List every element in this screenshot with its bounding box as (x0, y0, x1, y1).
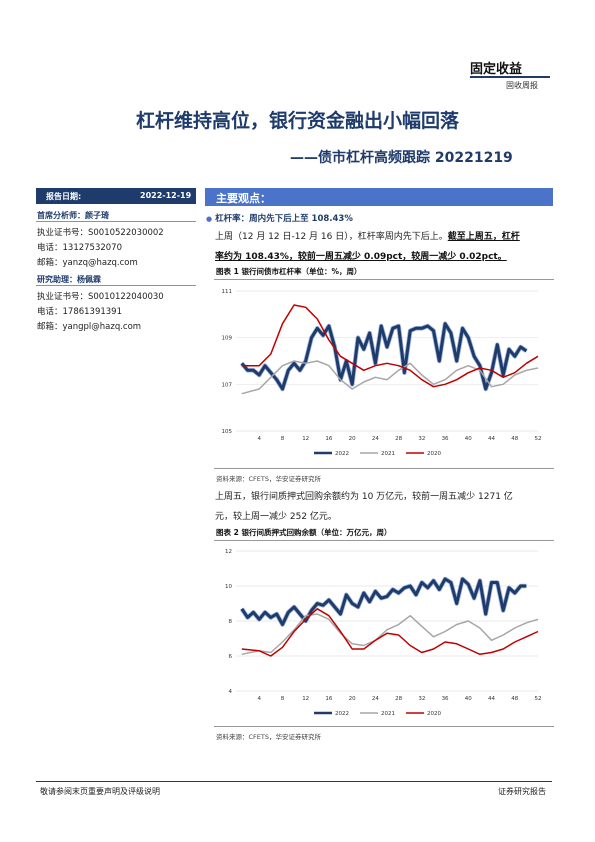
analyst-email: 邮箱：yanzq@hazq.com (37, 258, 138, 268)
paragraph-leverage-plain: 上周（12 月 12 日-12 月 16 日），杠杆率周内先下后上。 (215, 232, 448, 242)
x-tick-label: 20 (349, 436, 356, 442)
report-subtitle: ——债市杠杆高频跟踪 20221219 (290, 150, 513, 166)
key-point-text: 杠杆率：周内先下后上至 108.43% (215, 214, 353, 224)
report-date-bar: 报告日期: 2022-12-19 (36, 188, 196, 204)
figure1-rule (214, 279, 554, 280)
x-tick-label: 48 (511, 436, 518, 442)
sidebar-rule (36, 285, 196, 286)
sidebar-rule (36, 221, 196, 222)
x-tick-label: 8 (281, 436, 285, 442)
paragraph-repo-line2: 元，较上周一减少 252 亿元。 (215, 512, 337, 522)
report-type: 固收周报 (506, 81, 538, 90)
assistant-email: 邮箱：yangpl@hazq.com (37, 322, 142, 332)
y-tick-label: 111 (222, 289, 233, 295)
figure1-title: 图表 1 银行间债市杠杆率（单位：%，周） (216, 267, 362, 276)
paragraph-repo: 上周五，银行间质押式回购余额约为 10 万亿元，较前一周五减少 1271 亿 元… (215, 487, 555, 527)
y-tick-label: 4 (229, 689, 233, 695)
analyst-cert: 执业证书号：S0010522030002 (37, 228, 164, 238)
x-tick-label: 32 (418, 696, 425, 702)
x-tick-label: 28 (395, 696, 402, 702)
x-tick-label: 8 (281, 696, 285, 702)
x-tick-label: 24 (372, 696, 379, 702)
paragraph-leverage-bold-b: 率约为 108.43%，较前一周五减少 0.09pct，较周一减少 0.02pc… (215, 252, 507, 262)
footer-report-label: 证券研究报告 (498, 787, 546, 796)
x-tick-label: 36 (442, 696, 449, 702)
x-tick-label: 44 (488, 696, 495, 702)
assistant-cert: 执业证书号：S0010122040030 (37, 292, 164, 302)
legend-label-2021: 2021 (381, 711, 395, 717)
series-2021-line (241, 360, 539, 395)
y-tick-label: 10 (225, 584, 232, 590)
analyst-phone: 电话：13127532070 (37, 243, 122, 253)
x-tick-label: 44 (488, 436, 495, 442)
series-2021-line (241, 613, 539, 656)
research-assistant-label: 研究助理：杨佩霖 (37, 275, 101, 284)
legend-label-2020: 2020 (427, 451, 441, 457)
legend-label-2022: 2022 (335, 711, 349, 717)
footer-rule (36, 781, 552, 782)
chief-analyst-label: 首席分析师：颜子琦 (37, 211, 109, 220)
figure2-rule (214, 540, 554, 541)
report-date-value: 2022-12-19 (140, 191, 192, 200)
y-tick-label: 12 (225, 549, 232, 555)
y-tick-label: 107 (222, 382, 233, 388)
x-tick-label: 52 (535, 436, 542, 442)
x-tick-label: 40 (465, 436, 472, 442)
legend-label-2020: 2020 (427, 711, 441, 717)
report-date-label: 报告日期: (46, 192, 82, 201)
paragraph-repo-line1: 上周五，银行间质押式回购余额约为 10 万亿元，较前一周五减少 1271 亿 (215, 492, 513, 502)
x-tick-label: 48 (511, 696, 518, 702)
assistant-phone: 电话：17861391391 (37, 307, 122, 317)
series-2020-line (241, 304, 539, 388)
y-tick-label: 105 (222, 429, 233, 435)
figure1-source: 资料来源：CFETS，华安证券研究所 (216, 475, 321, 483)
y-tick-label: 6 (229, 654, 233, 660)
legend-label-2021: 2021 (381, 451, 395, 457)
figure1-bottom-rule (214, 468, 554, 469)
series-2022-line (240, 322, 528, 391)
figure2-source: 资料来源：CFETS，华安证券研究所 (216, 733, 321, 741)
x-tick-label: 16 (325, 436, 332, 442)
x-tick-label: 12 (302, 436, 309, 442)
legend-label-2022: 2022 (335, 451, 349, 457)
report-title: 杠杆维持高位，银行资金融出小幅回落 (135, 110, 459, 132)
section-header-bar (205, 188, 553, 206)
report-category: 固定收益 (470, 62, 523, 77)
series-2022-line (240, 577, 527, 626)
bullet-icon: ● (206, 215, 213, 223)
key-point-bullet: ● 杠杆率：周内先下后上至 108.43% (206, 212, 353, 224)
x-tick-label: 52 (535, 696, 542, 702)
x-tick-label: 4 (257, 696, 261, 702)
y-tick-label: 109 (222, 336, 233, 342)
x-tick-label: 4 (257, 436, 261, 442)
header-rule (470, 76, 550, 78)
x-tick-label: 24 (372, 436, 379, 442)
x-tick-label: 36 (442, 436, 449, 442)
x-tick-label: 12 (302, 696, 309, 702)
x-tick-label: 40 (465, 696, 472, 702)
section-title: 主要观点： (216, 192, 271, 205)
series-2020-line (241, 608, 539, 657)
figure2-title: 图表 2 银行间质押式回购余额（单位：万亿元，周） (216, 528, 392, 537)
footer-disclaimer: 敬请参阅末页重要声明及评级说明 (40, 787, 160, 796)
y-tick-label: 8 (229, 619, 233, 625)
x-tick-label: 28 (395, 436, 402, 442)
figure2-bottom-rule (214, 726, 554, 727)
x-tick-label: 20 (349, 696, 356, 702)
x-tick-label: 16 (325, 696, 332, 702)
x-tick-label: 32 (418, 436, 425, 442)
paragraph-leverage-bold-a: 截至上周五，杠杆 (447, 232, 520, 242)
paragraph-leverage: 上周（12 月 12 日-12 月 16 日），杠杆率周内先下后上。截至上周五，… (215, 227, 555, 267)
